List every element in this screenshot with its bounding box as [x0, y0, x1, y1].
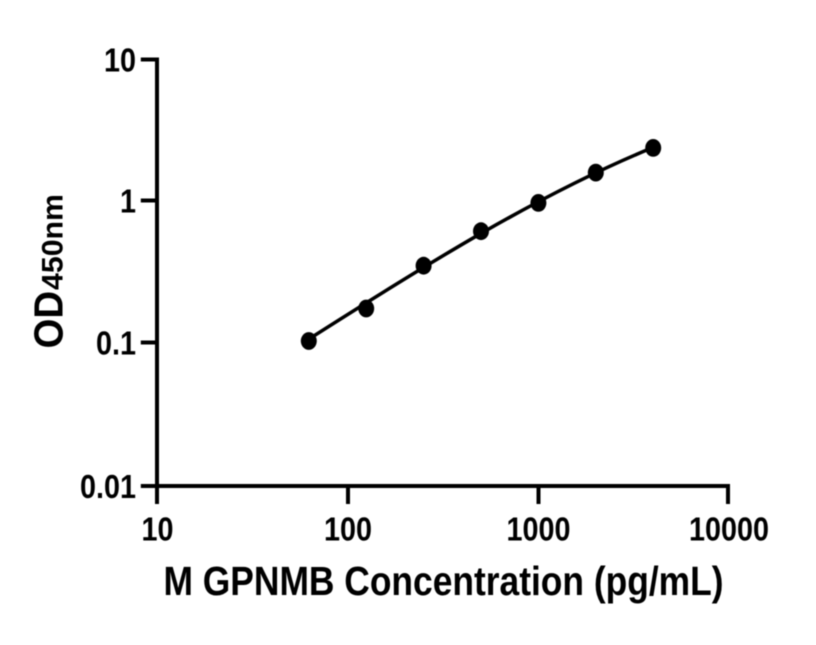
svg-text:1: 1	[120, 182, 136, 219]
svg-text:450nm: 450nm	[37, 194, 70, 290]
svg-text:0.1: 0.1	[96, 324, 136, 361]
svg-text:10: 10	[104, 41, 136, 78]
svg-text:1000: 1000	[507, 511, 571, 548]
svg-text:OD: OD	[26, 291, 72, 349]
svg-text:M GPNMB Concentration (pg/mL): M GPNMB Concentration (pg/mL)	[164, 558, 724, 604]
svg-text:10000: 10000	[689, 511, 769, 548]
svg-text:100: 100	[324, 511, 372, 548]
svg-text:0.01: 0.01	[80, 468, 136, 505]
svg-text:10: 10	[142, 511, 174, 548]
